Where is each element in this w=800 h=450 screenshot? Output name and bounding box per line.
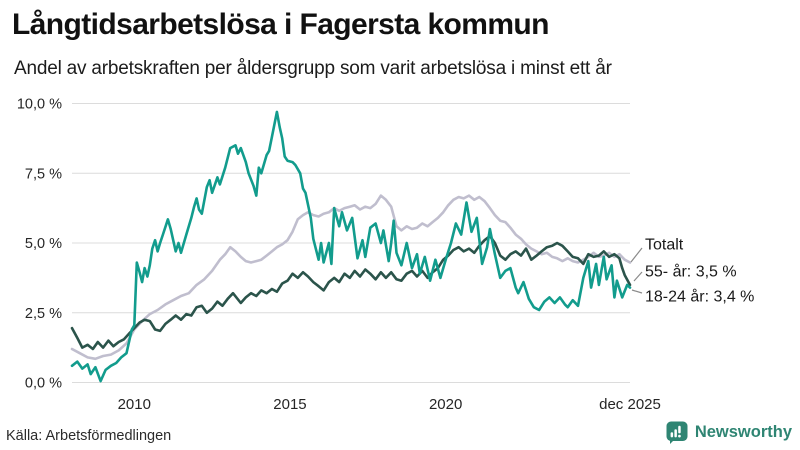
series-annotation-label: Totalt xyxy=(645,237,684,254)
annotation-leader-line xyxy=(633,271,643,282)
chart-subtitle: Andel av arbetskraften per åldersgrupp s… xyxy=(14,58,612,79)
x-axis-tick-label: 2020 xyxy=(429,396,462,413)
y-axis-tick-label: 2,5 % xyxy=(25,306,62,322)
series-line-totalt xyxy=(70,194,632,361)
series-annotation-label: 55- år: 3,5 % xyxy=(645,263,737,281)
source-note: Källa: Arbetsförmedlingen xyxy=(6,428,172,444)
annotation-leader-line xyxy=(630,247,643,263)
annotation-leader-line xyxy=(631,289,643,294)
bar-chart-speech-bubble-icon xyxy=(666,421,688,444)
series-line-55-r xyxy=(70,234,632,351)
x-axis-tick-label: 2010 xyxy=(118,396,151,413)
y-axis-tick-label: 10,0 % xyxy=(17,97,62,113)
y-axis-tick-label: 0,0 % xyxy=(25,376,62,392)
y-axis-tick-label: 5,0 % xyxy=(25,236,62,252)
x-axis-tick-label: 2015 xyxy=(273,396,306,413)
series-line-18-24-r xyxy=(70,110,632,383)
page-title: Långtidsarbetslösa i Fagersta kommun xyxy=(12,8,549,41)
brand-name: Newsworthy xyxy=(694,423,792,441)
y-axis-tick-label: 7,5 % xyxy=(25,166,62,182)
x-axis-tick-label: dec 2025 xyxy=(599,396,661,413)
series-annotation-label: 18-24 år: 3,4 % xyxy=(645,288,754,306)
newsworthy-logo: Newsworthy xyxy=(666,421,792,444)
